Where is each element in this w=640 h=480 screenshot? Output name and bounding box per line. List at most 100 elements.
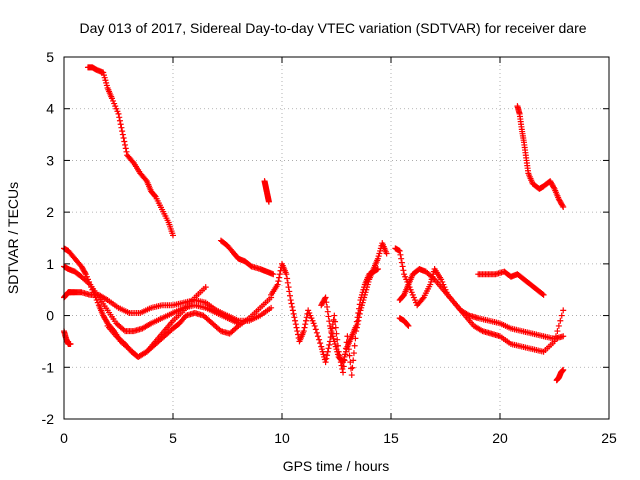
y-axis-label: SDTVAR / TECUs (5, 182, 21, 294)
data-point (355, 309, 362, 316)
data-point (292, 321, 299, 328)
data-point (67, 341, 74, 348)
data-point (202, 284, 209, 291)
data-point (332, 324, 339, 331)
data-point (122, 141, 129, 148)
data-point (540, 291, 547, 298)
x-tick-label: 0 (60, 430, 68, 446)
series-s7 (61, 263, 242, 335)
data-point (286, 292, 293, 299)
series-s2 (514, 103, 567, 210)
data-point (314, 333, 321, 340)
data-point (355, 317, 362, 324)
data-point (123, 148, 130, 155)
data-point (142, 176, 149, 183)
data-point (419, 295, 426, 302)
data-point (326, 341, 333, 348)
y-tick-label: 1 (46, 256, 54, 272)
data-point (404, 322, 411, 329)
y-tick-label: 4 (46, 101, 54, 117)
series-s14 (475, 268, 547, 298)
data-point (350, 357, 357, 364)
data-point (396, 247, 403, 254)
data-point (400, 267, 407, 274)
x-tick-label: 15 (383, 430, 399, 446)
data-point (321, 295, 328, 302)
grid (64, 57, 609, 419)
data-point (324, 348, 331, 355)
chart-title: Day 013 of 2017, Sidereal Day-to-day VTE… (79, 20, 586, 36)
data-point (116, 117, 123, 124)
data-point (285, 284, 292, 291)
data-point (116, 114, 123, 121)
series-s1 (84, 64, 176, 239)
y-tick-label: -2 (42, 411, 55, 427)
y-tick-label: -1 (42, 359, 55, 375)
series-s8 (104, 294, 275, 360)
data-point (268, 304, 275, 311)
data-point (290, 310, 297, 317)
y-tick-label: 2 (46, 204, 54, 220)
data-point (349, 364, 356, 371)
data-point (554, 328, 561, 335)
data-point (383, 250, 390, 257)
data-point (317, 340, 324, 347)
data-point (82, 269, 89, 276)
data-point (324, 303, 331, 310)
data-point (550, 184, 557, 191)
data-point (303, 314, 310, 321)
data-point (300, 328, 307, 335)
plot-frame (63, 56, 610, 420)
x-tick-label: 20 (492, 430, 508, 446)
data-point (275, 278, 282, 285)
data-point (122, 145, 129, 152)
y-tick-label: 3 (46, 152, 54, 168)
data-point (311, 322, 318, 329)
data-point (555, 322, 562, 329)
data-point (289, 303, 296, 310)
data-points (61, 64, 567, 384)
data-point (353, 322, 360, 329)
data-point (119, 131, 126, 138)
data-point (323, 355, 330, 362)
data-point (325, 313, 332, 320)
data-point (348, 372, 355, 379)
data-point (313, 329, 320, 336)
data-point (331, 312, 338, 319)
series-s11 (318, 266, 381, 366)
data-point (398, 255, 405, 262)
data-point (284, 279, 291, 286)
data-point (289, 307, 296, 314)
data-point (351, 342, 358, 349)
data-point (560, 307, 567, 314)
data-point (539, 291, 546, 298)
data-point (374, 266, 381, 273)
data-point (302, 321, 309, 328)
y-tick-label: 0 (46, 308, 54, 324)
data-point (286, 288, 293, 295)
data-point (117, 121, 124, 128)
data-point (293, 324, 300, 331)
data-point (170, 232, 176, 239)
data-point (399, 263, 406, 270)
data-point (265, 198, 272, 205)
data-point (356, 301, 363, 308)
data-point (288, 300, 295, 307)
series-s15 (396, 315, 412, 329)
series-s10 (268, 240, 390, 379)
data-point (346, 352, 353, 359)
x-tick-labels: 0 5 10 15 20 25 (60, 430, 617, 446)
x-axis-label: GPS time / hours (283, 458, 390, 474)
data-point (291, 314, 298, 321)
data-point (557, 317, 564, 324)
data-point (276, 271, 283, 278)
data-point (397, 251, 404, 258)
series-s9 (61, 328, 74, 348)
data-point (322, 294, 329, 301)
series-s4 (217, 237, 277, 278)
data-point (274, 281, 281, 288)
x-tick-label: 25 (601, 430, 617, 446)
data-point (323, 299, 330, 306)
data-point (356, 305, 363, 312)
